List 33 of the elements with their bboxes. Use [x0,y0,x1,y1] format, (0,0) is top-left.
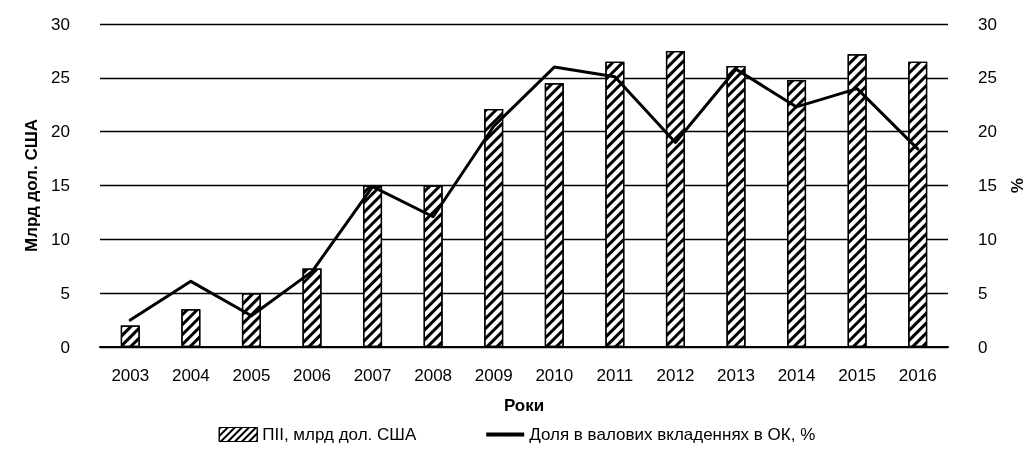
legend-label: Доля в валових вкладеннях в ОК, % [529,425,816,444]
y2-tick-label: 30 [978,14,997,34]
x-axis-title: Роки [503,396,545,415]
legend-label: ПІІ, млрд дол. США [262,425,417,444]
y2-tick-label: 15 [978,176,997,195]
y-tick-label: 15 [51,176,70,195]
x-tick-label: 2013 [717,366,755,385]
x-tick-label: 2006 [293,366,331,385]
y-tick-label: 25 [51,68,70,88]
y2-tick-label: 25 [978,68,997,88]
y-tick-label: 5 [60,283,70,303]
x-tick-label: 2004 [171,366,210,385]
x-tick-label: 2005 [232,366,271,385]
x-tick-label: 2010 [535,366,574,385]
x-tick-label: 2015 [838,366,877,385]
y2-tick-label: 5 [978,283,988,303]
y2-tick-label: 0 [978,337,988,357]
x-tick-label: 2007 [353,366,392,385]
x-tick-label: 2012 [656,366,695,385]
y2-axis-title: % [1006,177,1026,194]
y2-tick-label: 20 [978,122,997,142]
y2-tick-label: 10 [978,229,997,249]
x-tick-label: 2003 [111,366,150,385]
x-tick-label: 2014 [777,366,816,385]
y-axis-title: Млрд дол. США [22,118,42,253]
x-tick-label: 2009 [474,366,513,385]
y-tick-label: 30 [51,14,70,34]
x-tick-label: 2016 [898,366,937,385]
y-tick-label: 20 [51,122,70,142]
x-tick-label: 2008 [414,366,453,385]
y-tick-label: 0 [60,337,70,357]
x-tick-label: 2011 [596,366,634,385]
y-tick-label: 10 [51,229,70,249]
